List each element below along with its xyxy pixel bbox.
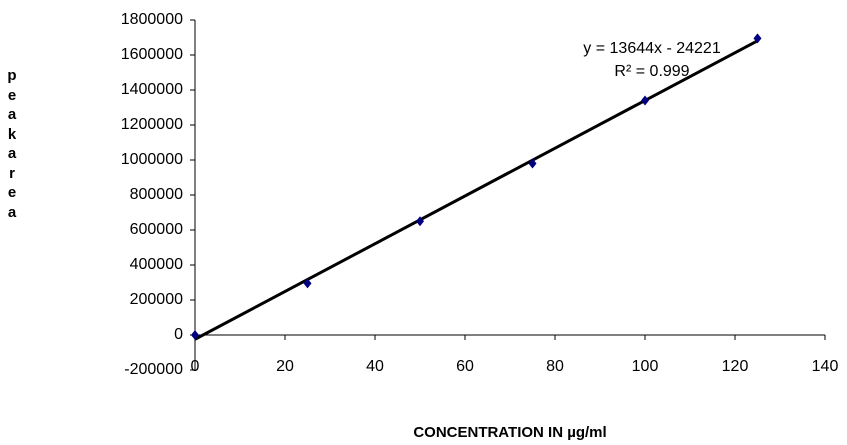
y-tick-label: 1400000: [121, 81, 183, 98]
trendline-equation: y = 13644x - 24221: [583, 40, 721, 57]
x-tick-label: 120: [722, 358, 749, 375]
data-point: [641, 95, 649, 106]
data-point: [528, 158, 537, 169]
y-tick-label: 200000: [130, 291, 183, 308]
data-point: [416, 216, 424, 227]
y-tick-label: 1200000: [121, 116, 183, 133]
x-axis-label: CONCENTRATION IN µg/ml: [413, 424, 606, 441]
x-tick-label: 140: [812, 358, 839, 375]
data-point: [303, 278, 312, 289]
y-tick-label: 600000: [130, 221, 183, 238]
x-tick-label: 0: [191, 358, 200, 375]
y-tick-label: 1600000: [121, 46, 183, 63]
x-tick-label: 20: [276, 358, 294, 375]
trendline-r-squared: R² = 0.999: [614, 63, 689, 80]
y-axis-label: peakarea: [7, 67, 17, 221]
x-tick-label: 100: [632, 358, 659, 375]
y-tick-label: -200000: [124, 361, 183, 378]
trendline: [194, 39, 759, 341]
y-tick-label: 1000000: [121, 151, 183, 168]
y-tick-label: 800000: [130, 186, 183, 203]
y-tick-label: 0: [174, 326, 183, 343]
x-tick-label: 40: [366, 358, 384, 375]
data-point: [753, 33, 762, 44]
x-tick-label: 60: [456, 358, 474, 375]
data-point: [191, 330, 199, 340]
y-tick-label: 400000: [130, 256, 183, 273]
y-tick-label: 1800000: [121, 11, 183, 28]
x-tick-label: 80: [546, 358, 564, 375]
